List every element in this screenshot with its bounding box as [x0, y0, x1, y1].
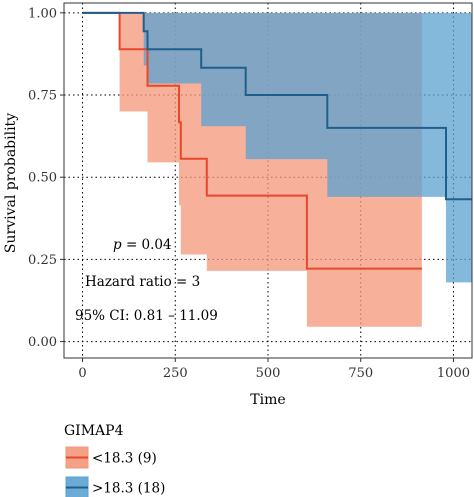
confidence-bands [82, 12, 472, 327]
series-2-confidence-band [82, 12, 472, 283]
hazard-ratio-annotation: Hazard ratio = 3 [85, 274, 200, 290]
x-tick-label-2: 500 [256, 366, 281, 381]
legend-title: GIMAP4 [64, 423, 124, 439]
x-axis-ticks: 0 250 500 750 1000 [78, 358, 470, 381]
y-tick-label-1: 0.25 [28, 253, 57, 268]
y-axis-ticks: 0.00 0.25 0.50 0.75 1.00 [28, 6, 64, 350]
y-tick-label-0: 0.00 [28, 335, 57, 350]
series-2-survival-line [82, 11, 472, 201]
survival-curves [82, 11, 472, 270]
x-tick-label-3: 750 [348, 366, 373, 381]
y-tick-label-3: 0.75 [28, 89, 57, 104]
confidence-interval-annotation: 95% CI: 0.81 – 11.09 [75, 308, 218, 324]
series-1-survival-line [82, 11, 422, 270]
y-tick-label-2: 0.50 [28, 171, 57, 186]
x-tick-label-0: 0 [78, 366, 86, 381]
p-value-annotation: p = 0.04 [113, 237, 172, 253]
legend-series-1-label: <18.3 (9) [92, 451, 157, 467]
legend: <18.3 (9) >18.3 (18) [65, 446, 165, 497]
x-tick-label-4: 1000 [437, 366, 470, 381]
legend-series-2-label: >18.3 (18) [92, 481, 165, 497]
x-tick-label-1: 250 [163, 366, 188, 381]
x-axis-label: Time [250, 392, 285, 408]
y-tick-label-4: 1.00 [28, 6, 57, 21]
y-axis-label: Survival probability [3, 113, 19, 253]
